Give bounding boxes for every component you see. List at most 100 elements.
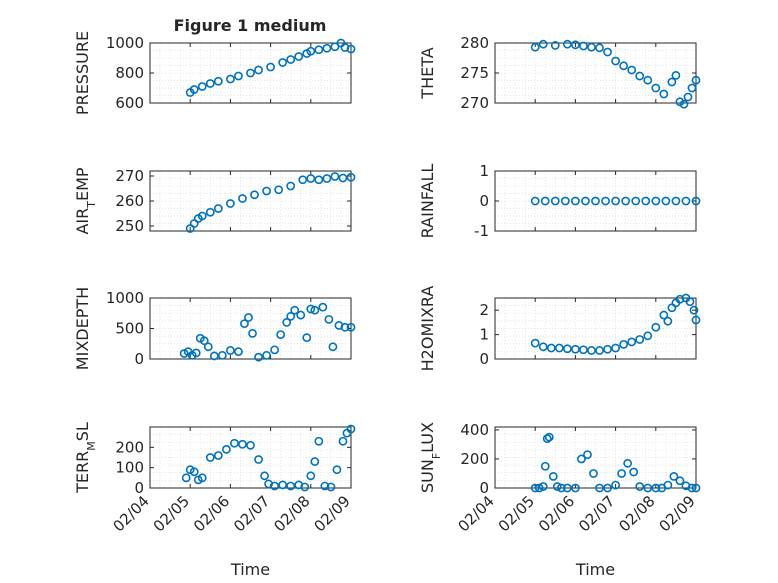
data-point (548, 471, 558, 481)
data-point (282, 317, 292, 327)
data-point (306, 304, 316, 314)
data-point (260, 471, 269, 481)
data-point (540, 196, 550, 206)
data-point (562, 344, 572, 354)
data-point (635, 482, 645, 491)
y-tick-label: 275 (460, 64, 489, 82)
data-point (571, 344, 580, 354)
data-point (278, 58, 288, 67)
data-point (346, 172, 356, 182)
data-point (681, 196, 691, 206)
data-point (234, 71, 243, 81)
data-point (298, 175, 308, 185)
data-point (562, 39, 572, 49)
y-tick-label: 200 (460, 450, 489, 468)
subplot-pressure: 600 800 1000 PRESSURE (73, 31, 356, 115)
data-point (203, 342, 213, 352)
data-point (254, 455, 263, 464)
data-point (619, 339, 629, 349)
axes-box (494, 42, 697, 104)
data-point (346, 322, 356, 332)
data-point (254, 352, 263, 362)
data-point (197, 211, 207, 221)
y-tick-label: 270 (460, 94, 489, 112)
data-point (546, 343, 556, 353)
data-point (286, 311, 296, 321)
axes-box (494, 297, 697, 360)
data-point (221, 444, 231, 454)
y-tick-label: 100 (115, 459, 144, 477)
data-point (296, 310, 306, 320)
data-point (659, 310, 669, 320)
data-point (556, 483, 566, 493)
data-point (651, 483, 661, 493)
data-point (244, 313, 253, 322)
data-point (663, 316, 673, 326)
data-point (675, 476, 685, 486)
y-axis-label: TERRMSL (73, 422, 98, 494)
data-point (225, 74, 235, 84)
data-point (651, 196, 661, 206)
data-point (338, 173, 348, 183)
data-point (328, 342, 338, 352)
data-point (205, 79, 215, 88)
data-point (617, 469, 627, 478)
data-point (197, 82, 207, 91)
data-point (246, 440, 255, 450)
data-point (661, 196, 671, 206)
data-point (254, 65, 263, 75)
y-tick-label: 270 (115, 167, 144, 185)
data-point (290, 305, 300, 315)
data-point (346, 44, 356, 54)
data-point (338, 436, 348, 446)
y-tick-label: 0 (134, 479, 144, 497)
data-point (530, 483, 540, 493)
data-point (314, 45, 324, 55)
y-tick-label: 0 (479, 192, 489, 210)
data-point (540, 461, 550, 471)
data-point (314, 436, 324, 446)
data-point (191, 348, 201, 358)
data-point (643, 75, 653, 85)
data-point (266, 62, 275, 72)
x-axis-label: Time (230, 560, 270, 579)
y-axis-label: H2OMIXRA (418, 286, 437, 372)
data-point (213, 451, 223, 460)
subplot-mixdepth: 0 500 1000 MIXDEPTH (73, 287, 356, 370)
y-tick-label: 500 (115, 320, 144, 338)
data-point (205, 207, 215, 217)
data-point (278, 480, 288, 490)
data-point (552, 482, 562, 491)
y-tick-label: 0 (479, 350, 489, 368)
data-point (691, 75, 701, 85)
data-point (199, 336, 209, 346)
data-point (689, 305, 699, 315)
data-point (544, 432, 554, 442)
data-point (538, 342, 548, 352)
data-point (213, 76, 223, 86)
data-point (322, 43, 332, 53)
data-point (589, 469, 598, 478)
data-point (627, 65, 637, 75)
data-point (619, 61, 629, 71)
data-point (611, 343, 620, 353)
data-point (571, 196, 580, 206)
data-point (671, 71, 681, 80)
subplot-air-temp: 250 260 270 AIRTEMP (73, 167, 356, 235)
data-point (234, 347, 243, 357)
y-tick-label: 400 (460, 421, 489, 439)
data-point (691, 315, 701, 325)
data-point (629, 467, 639, 477)
y-tick-label: 200 (115, 438, 144, 456)
y-tick-label: 0 (479, 479, 489, 497)
y-axis-label: THETA (418, 47, 437, 99)
data-point (302, 333, 312, 343)
data-point (623, 458, 633, 468)
y-tick-label: 600 (115, 94, 144, 112)
data-point (306, 46, 316, 56)
data-point (538, 39, 548, 49)
data-point (346, 424, 356, 434)
data-point (601, 196, 610, 206)
